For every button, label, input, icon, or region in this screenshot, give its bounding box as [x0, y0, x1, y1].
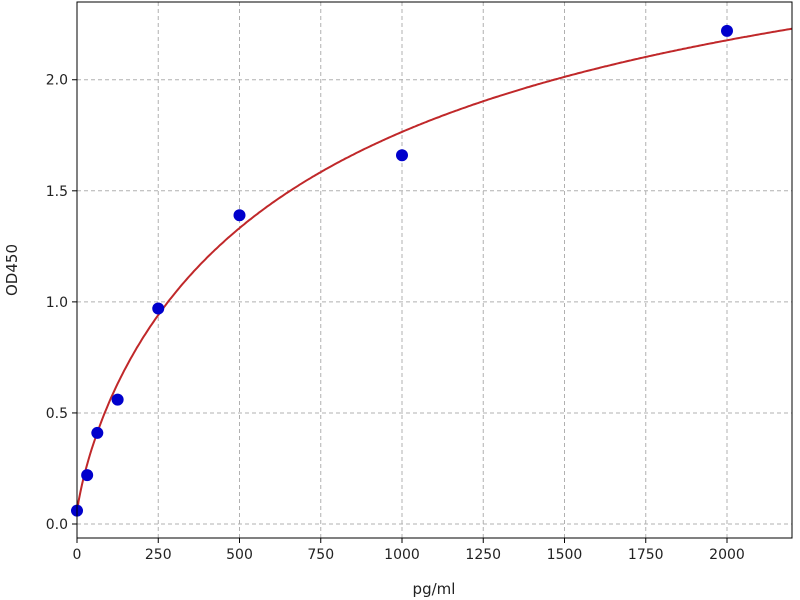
- data-points: [71, 24, 733, 517]
- data-point: [721, 24, 733, 37]
- fit-curve-layer: [76, 27, 793, 514]
- data-point: [81, 469, 94, 482]
- y-tick-label: 2.0: [46, 73, 68, 89]
- data-point: [396, 149, 408, 162]
- plot-frame: [76, 1, 793, 539]
- fit-curve: [76, 27, 793, 514]
- y-axis-label: OD450: [3, 244, 21, 296]
- data-point: [91, 426, 104, 439]
- x-axis-label: pg/ml: [413, 580, 456, 598]
- data-point: [152, 302, 165, 315]
- data-point: [111, 393, 124, 406]
- x-tick-label: 750: [307, 547, 334, 563]
- x-tick-label: 1250: [465, 547, 501, 563]
- x-tick-label: 2000: [709, 547, 745, 563]
- x-tick-label: 1000: [384, 547, 420, 563]
- x-tick-label: 250: [145, 547, 172, 563]
- y-tick-label: 0.0: [46, 517, 68, 533]
- grid: [76, 2, 792, 538]
- y-tick-label: 1.0: [46, 295, 68, 311]
- y-axis-ticks: 0.0 0.5 1.0 1.5 2.0: [46, 73, 77, 533]
- x-tick-label: 0: [73, 547, 82, 563]
- y-tick-label: 1.5: [46, 184, 68, 200]
- x-axis-ticks: 0 250 500 750 1000 1250 1500 1750 2000: [73, 538, 745, 563]
- x-tick-label: 1750: [628, 547, 664, 563]
- x-tick-label: 1500: [547, 547, 583, 563]
- data-point: [233, 209, 246, 222]
- x-tick-label: 500: [226, 547, 253, 563]
- y-tick-label: 0.5: [46, 406, 68, 422]
